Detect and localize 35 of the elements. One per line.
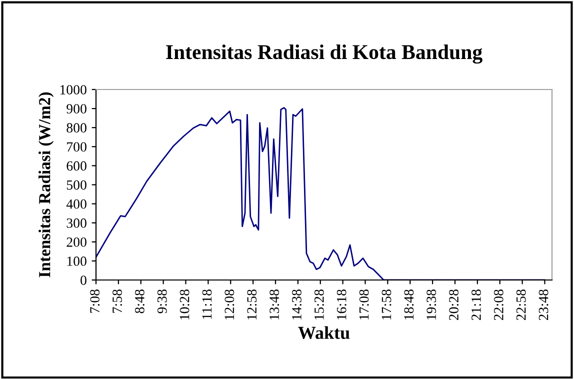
x-tick-label: 7:08: [90, 290, 100, 313]
x-tick-label: 10:28: [180, 290, 190, 320]
y-tick-label: 0: [80, 276, 86, 285]
y-tick-label: 500: [66, 180, 86, 190]
y-tick-label: 400: [66, 199, 86, 209]
x-tick-label: 20:28: [449, 290, 459, 320]
y-axis-title: Intensitas Radiasi (W/m2): [38, 92, 54, 278]
x-tick-label: 15:28: [314, 290, 324, 320]
y-tick-label: 900: [66, 104, 86, 114]
x-tick-label: 13:48: [270, 290, 280, 320]
x-tick-label: 22:08: [494, 290, 504, 320]
x-tick-label: 16:18: [336, 290, 346, 320]
y-tick-label: 200: [66, 237, 86, 247]
x-tick-label: 14:38: [292, 290, 302, 320]
y-tick-label: 800: [66, 123, 86, 133]
x-tick-label: 12:08: [224, 290, 234, 320]
x-tick-label: 19:38: [426, 290, 436, 320]
y-tick-label: 1000: [60, 85, 86, 94]
x-tick-label: 23:48: [538, 290, 548, 320]
x-tick-label: 7:58: [112, 290, 122, 313]
y-tick-label: 700: [67, 142, 86, 152]
x-tick-label: 11:18: [202, 290, 212, 319]
x-tick-label: 9:38: [157, 290, 167, 314]
chart-title: Intensitas Radiasi di Kota Bandung: [166, 44, 482, 64]
x-tick-label: 22:58: [516, 290, 526, 320]
x-tick-label: 21:18: [472, 290, 481, 320]
x-tick-label: 17:58: [382, 290, 392, 320]
x-tick-label: 8:48: [134, 290, 144, 314]
y-tick-label: 300: [66, 218, 86, 228]
x-tick-label: 18:48: [404, 290, 414, 320]
x-tick-label: 12:58: [247, 290, 257, 320]
x-axis-title: Waktu: [298, 326, 350, 340]
y-tick-label: 100: [67, 256, 86, 266]
x-tick-label: 17:08: [359, 290, 369, 320]
y-tick-label: 600: [66, 161, 86, 171]
